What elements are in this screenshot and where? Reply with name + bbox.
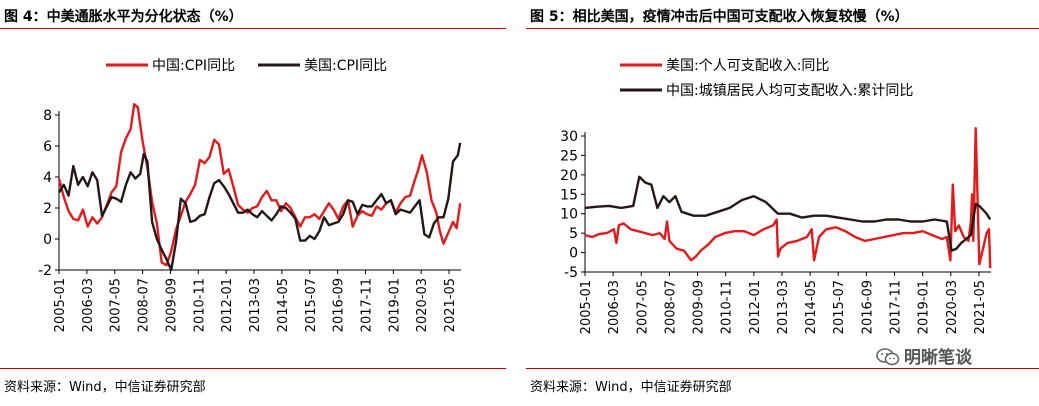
x-tick-label: 2007-05 <box>635 280 650 334</box>
source-divider <box>0 368 506 369</box>
y-tick-label: -5 <box>564 265 578 281</box>
y-tick-label: 25 <box>560 148 578 164</box>
watermark: 明晰笔谈 <box>876 343 972 368</box>
x-tick-label: 2016-09 <box>332 278 347 332</box>
y-tick-label: 15 <box>560 187 578 203</box>
source-note: 资料来源：Wind，中信证券研究部 <box>530 380 732 395</box>
y-tick-label: 6 <box>43 139 52 155</box>
x-tick-label: 2014-05 <box>804 280 819 334</box>
y-tick-label: -2 <box>38 263 52 279</box>
x-tick-label: 2021-05 <box>973 280 988 334</box>
x-tick-label: 2012-01 <box>220 278 235 332</box>
y-tick-label: 30 <box>560 129 578 145</box>
x-tick-label: 2008-07 <box>137 278 152 332</box>
x-tick-label: 2006-03 <box>81 278 96 332</box>
x-tick-label: 2017-11 <box>359 278 374 332</box>
y-tick-label: 20 <box>560 168 578 184</box>
chart-panel-income: 图 5：相比美国，疫情冲击后中国可支配收入恢复较慢（%） 美国:个人可支配收入:… <box>526 0 1039 406</box>
x-tick-label: 2010-11 <box>720 280 735 334</box>
x-tick-label: 2005-01 <box>579 280 594 334</box>
y-tick-label: 0 <box>569 246 578 262</box>
source-divider <box>526 368 1039 369</box>
series-line <box>584 126 992 269</box>
title-divider <box>0 28 506 29</box>
y-tick-label: 4 <box>43 170 52 186</box>
chart-title: 图 4：中美通胀水平为分化状态（%） <box>4 9 243 25</box>
chart-title: 图 5：相比美国，疫情冲击后中国可支配收入恢复较慢（%） <box>530 9 909 25</box>
x-tick-label: 2019-01 <box>917 280 932 334</box>
legend-label: 美国:CPI同比 <box>304 58 387 74</box>
x-tick-label: 2020-03 <box>945 280 960 334</box>
x-tick-label: 2012-01 <box>748 280 763 334</box>
y-tick-label: 10 <box>560 207 578 223</box>
x-tick-label: 2017-11 <box>889 280 904 334</box>
series-line <box>584 175 992 252</box>
x-tick-label: 2005-01 <box>53 278 68 332</box>
x-tick-label: 2015-07 <box>832 280 847 334</box>
y-tick-label: 8 <box>43 108 52 124</box>
y-tick-label: 0 <box>43 232 52 248</box>
watermark-text: 明晰笔谈 <box>904 348 972 368</box>
title-divider <box>526 28 1039 29</box>
x-tick-label: 2013-03 <box>776 280 791 334</box>
source-note: 资料来源：Wind，中信证券研究部 <box>4 380 206 395</box>
series-line <box>57 102 462 267</box>
x-tick-label: 2009-09 <box>692 280 707 334</box>
wechat-icon <box>876 348 900 366</box>
x-tick-label: 2014-05 <box>276 278 291 332</box>
y-tick-label: 5 <box>569 226 578 242</box>
legend-label: 中国:CPI同比 <box>152 58 235 74</box>
x-tick-label: 2007-05 <box>109 278 124 332</box>
x-tick-label: 2006-03 <box>607 280 622 334</box>
x-tick-label: 2013-03 <box>248 278 263 332</box>
y-tick-label: 2 <box>43 201 52 217</box>
x-tick-label: 2019-01 <box>387 278 402 332</box>
x-tick-label: 2010-11 <box>192 278 207 332</box>
x-tick-label: 2015-07 <box>304 278 319 332</box>
legend-label: 中国:城镇居民人均可支配收入:累计同比 <box>666 83 913 99</box>
cpi-line-chart: 中国:CPI同比 美国:CPI同比 -2 0 2 4 6 8 2005-01 2006-03 200… <box>38 58 462 332</box>
x-tick-label: 2016-09 <box>860 280 875 334</box>
series-line <box>57 142 462 272</box>
x-tick-label: 2008-07 <box>663 280 678 334</box>
legend-label: 美国:个人可支配收入:同比 <box>666 58 829 74</box>
x-tick-label: 2009-09 <box>164 278 179 332</box>
x-tick-label: 2021-05 <box>443 278 458 332</box>
chart-panel-cpi: 图 4：中美通胀水平为分化状态（%） 中国:CPI同比 美国:CPI同比 -2 0 2 4… <box>0 0 506 406</box>
x-tick-label: 2020-03 <box>415 278 430 332</box>
